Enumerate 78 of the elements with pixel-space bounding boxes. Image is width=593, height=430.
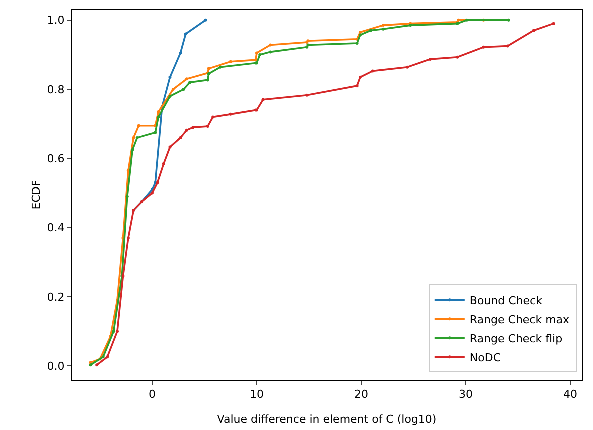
point (150, 192, 154, 195)
point (126, 195, 129, 198)
point (112, 330, 116, 334)
point (126, 236, 130, 240)
point (532, 29, 536, 32)
point (306, 44, 310, 47)
point (212, 116, 215, 119)
point (456, 56, 460, 59)
point (207, 67, 210, 70)
point (358, 34, 362, 37)
point (131, 148, 134, 152)
point (162, 162, 166, 166)
point (306, 46, 309, 49)
x-axis-title: Value difference in element of C (log10) (217, 413, 437, 426)
point (262, 98, 265, 102)
point (356, 42, 359, 46)
point (106, 356, 110, 359)
point (157, 116, 160, 119)
legend-label: NoDC (470, 351, 502, 364)
point (206, 78, 210, 82)
y-tick-label: 0.4 (47, 222, 65, 235)
point (306, 94, 309, 97)
point (132, 136, 136, 140)
point (406, 66, 409, 69)
point (369, 29, 372, 32)
point (371, 70, 374, 73)
point (507, 18, 510, 22)
legend-label: Bound Check (470, 294, 544, 308)
point (185, 128, 188, 132)
y-tick-label: 0.8 (47, 83, 65, 96)
point (179, 52, 182, 55)
y-tick-label: 0.2 (47, 290, 65, 304)
y-tick-label: 0.0 (47, 360, 65, 374)
y-axis-title: ECDF (30, 180, 43, 210)
point (157, 110, 160, 114)
point (269, 50, 272, 54)
point (382, 28, 385, 31)
point (96, 364, 99, 367)
y-tick-label: 0.6 (47, 152, 65, 166)
x-tick-label: 0 (148, 388, 156, 402)
x-tick-label: 30 (459, 388, 473, 402)
point (254, 58, 258, 62)
legend-label: Range Check max (470, 313, 570, 326)
point (168, 94, 172, 98)
point (506, 44, 510, 48)
point (136, 136, 139, 140)
x-tick-label: 40 (564, 388, 578, 402)
point (172, 88, 175, 92)
point (188, 81, 192, 84)
point (204, 18, 208, 22)
x-tick-label: 20 (354, 388, 368, 402)
point (185, 78, 188, 81)
point (182, 88, 186, 92)
point (102, 356, 105, 359)
y-tick-label: 1.0 (47, 14, 65, 28)
point (552, 22, 556, 26)
point (89, 364, 92, 367)
point (184, 32, 188, 36)
point (192, 126, 195, 130)
point (218, 66, 222, 69)
point (358, 30, 362, 34)
point (137, 124, 140, 128)
point (229, 60, 232, 64)
point (358, 76, 362, 79)
point (229, 112, 232, 116)
point (154, 131, 158, 134)
point (168, 146, 172, 149)
point (168, 76, 172, 79)
point (116, 330, 119, 334)
point (126, 169, 130, 172)
point (466, 18, 469, 22)
x-tick-label: 10 (250, 388, 264, 402)
point (179, 136, 182, 140)
point (255, 52, 258, 55)
point (356, 84, 359, 88)
point (269, 44, 272, 47)
legend-label: Range Check flip (470, 332, 563, 346)
point (482, 46, 486, 49)
